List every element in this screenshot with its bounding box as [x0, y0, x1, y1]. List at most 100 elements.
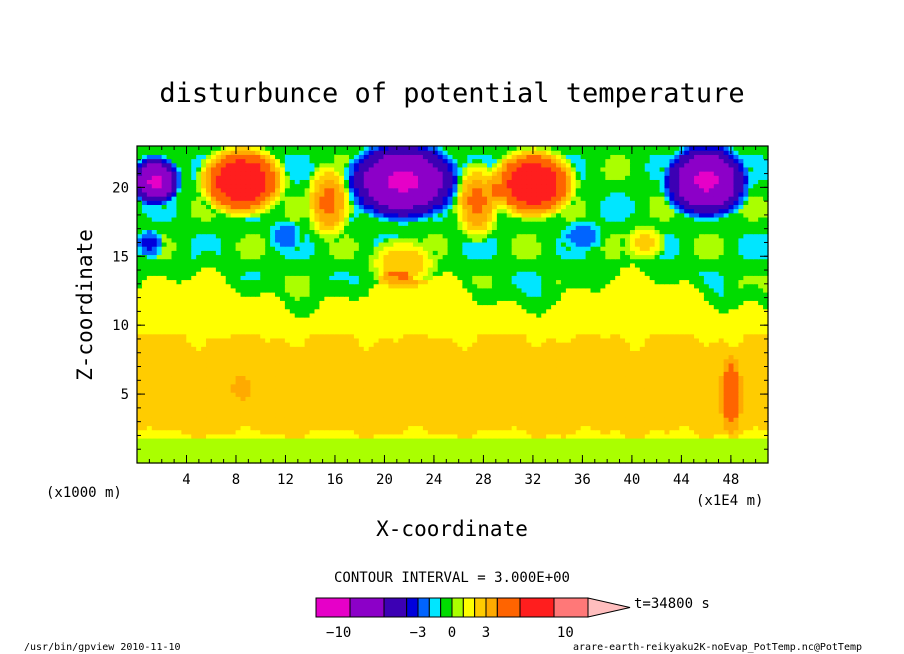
field-cell: [270, 408, 276, 414]
field-cell: [334, 404, 340, 410]
field-cell: [319, 437, 325, 443]
field-cell: [516, 425, 523, 431]
field-cell: [546, 337, 552, 343]
field-cell: [703, 312, 710, 318]
field-cell: [590, 350, 597, 356]
field-cell: [215, 437, 222, 443]
field-cell: [265, 450, 271, 456]
field-cell: [472, 308, 478, 314]
field-cell: [669, 312, 675, 318]
field-cell: [437, 371, 444, 377]
field-cell: [654, 317, 661, 322]
field-cell: [575, 412, 582, 418]
field-cell: [329, 425, 335, 431]
field-cell: [615, 333, 621, 339]
field-cell: [452, 346, 459, 351]
field-cell: [487, 387, 493, 393]
field-cell: [235, 379, 242, 385]
field-cell: [753, 387, 759, 393]
field-cell: [491, 429, 498, 435]
field-cell: [240, 442, 247, 447]
field-cell: [733, 442, 740, 447]
field-cell: [408, 333, 414, 339]
field-cell: [398, 433, 404, 439]
field-cell: [477, 425, 483, 431]
field-cell: [654, 304, 661, 310]
field-cell: [191, 379, 197, 385]
field-cell: [472, 425, 478, 431]
field-cell: [230, 454, 237, 460]
field-cell: [565, 371, 572, 377]
field-cell: [156, 442, 163, 447]
field-cell: [585, 396, 592, 402]
field-cell: [694, 421, 700, 427]
field-cell: [565, 325, 572, 331]
field-cell: [491, 383, 498, 389]
field-cell: [605, 300, 611, 306]
field-cell: [176, 362, 182, 368]
field-cell: [758, 404, 764, 410]
field-cell: [215, 379, 222, 385]
field-cell: [551, 379, 557, 385]
field-cell: [570, 408, 577, 414]
field-cell: [181, 450, 187, 456]
field-cell: [156, 317, 163, 322]
field-cell: [491, 396, 498, 402]
field-cell: [634, 458, 641, 464]
field-cell: [289, 400, 296, 406]
field-cell: [255, 342, 261, 347]
field-cell: [580, 329, 587, 335]
field-cell: [151, 412, 158, 418]
field-cell: [275, 400, 281, 406]
field-cell: [279, 367, 286, 372]
field-cell: [398, 387, 404, 393]
field-cell: [442, 333, 449, 339]
field-cell: [250, 400, 256, 406]
field-cell: [526, 450, 532, 456]
field-cell: [728, 337, 735, 343]
field-cell: [196, 412, 202, 418]
field-cell: [166, 329, 173, 335]
field-cell: [235, 312, 242, 318]
field-cell: [413, 383, 419, 389]
field-cell: [265, 312, 271, 318]
field-cell: [644, 329, 651, 335]
field-cell: [654, 350, 661, 356]
field-cell: [472, 342, 478, 347]
field-cell: [403, 358, 409, 364]
field-cell: [580, 454, 587, 460]
field-cell: [289, 450, 296, 456]
field-cell: [649, 333, 656, 339]
field-cell: [496, 337, 503, 343]
field-cell: [560, 362, 567, 368]
field-cell: [738, 333, 744, 339]
field-cell: [620, 321, 626, 326]
field-cell: [220, 392, 227, 397]
field-cell: [215, 450, 222, 456]
field-cell: [708, 321, 715, 326]
field-cell: [610, 371, 616, 377]
field-cell: [733, 379, 740, 385]
field-cell: [413, 417, 419, 422]
field-cell: [225, 367, 232, 372]
field-cell: [358, 429, 365, 435]
field-cell: [669, 342, 675, 347]
field-cell: [659, 433, 666, 439]
field-cell: [659, 325, 666, 331]
field-cell: [289, 417, 296, 422]
field-cell: [689, 325, 695, 331]
field-cell: [728, 371, 735, 377]
field-cell: [556, 412, 562, 418]
field-cell: [659, 437, 666, 443]
field-cell: [575, 425, 582, 431]
field-cell: [373, 362, 380, 368]
field-cell: [501, 396, 508, 402]
field-cell: [427, 367, 434, 372]
field-cell: [560, 333, 567, 339]
field-cell: [146, 358, 153, 364]
field-cell: [383, 337, 390, 343]
field-cell: [319, 454, 325, 460]
field-cell: [521, 433, 528, 439]
field-cell: [511, 450, 518, 456]
field-cell: [728, 367, 735, 372]
